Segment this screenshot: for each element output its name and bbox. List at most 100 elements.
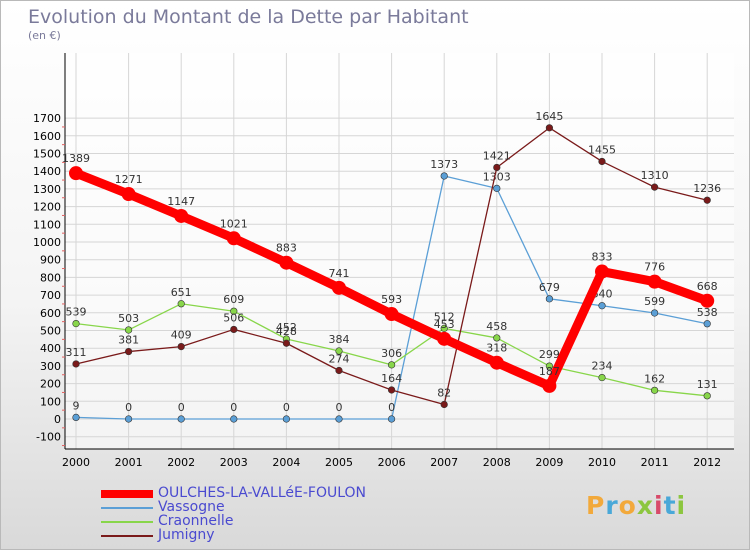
data-point bbox=[489, 355, 504, 370]
data-label: 0 bbox=[283, 401, 290, 414]
legend-label: Vassogne bbox=[158, 499, 225, 515]
data-label: 741 bbox=[329, 267, 350, 280]
data-label: 318 bbox=[486, 342, 507, 355]
data-label: 1455 bbox=[588, 143, 616, 156]
data-label: 187 bbox=[539, 365, 560, 378]
data-point bbox=[177, 343, 185, 351]
data-point bbox=[124, 347, 133, 356]
data-label: 0 bbox=[230, 401, 237, 414]
y-tick-label: 700 bbox=[40, 289, 61, 302]
x-tick-label: 2004 bbox=[272, 456, 300, 469]
data-point bbox=[69, 166, 83, 181]
data-label: 453 bbox=[434, 318, 455, 331]
data-point bbox=[598, 373, 606, 382]
data-point bbox=[72, 413, 80, 422]
data-point bbox=[650, 183, 659, 191]
y-tick-label: 1000 bbox=[33, 236, 61, 249]
data-point bbox=[440, 400, 448, 409]
data-point bbox=[72, 319, 80, 328]
data-label: 1271 bbox=[115, 173, 143, 186]
data-point bbox=[124, 326, 133, 334]
x-tick-label: 2010 bbox=[588, 456, 616, 469]
x-tick-label: 2007 bbox=[430, 456, 458, 469]
data-point bbox=[650, 309, 659, 317]
data-label: 668 bbox=[697, 280, 718, 293]
data-label: 1389 bbox=[62, 152, 90, 165]
data-point bbox=[388, 361, 396, 369]
y-tick-label: 1400 bbox=[33, 165, 61, 178]
data-point bbox=[177, 300, 185, 308]
data-point bbox=[703, 392, 711, 400]
data-point bbox=[440, 172, 448, 180]
data-point bbox=[703, 320, 711, 328]
x-tick-label: 2002 bbox=[167, 456, 195, 469]
data-point bbox=[230, 307, 238, 315]
data-point bbox=[335, 366, 343, 375]
data-label: 776 bbox=[644, 261, 665, 274]
data-point bbox=[226, 231, 241, 246]
legend-swatch bbox=[101, 535, 153, 537]
data-label: 234 bbox=[592, 360, 613, 373]
y-tick-label: 1700 bbox=[33, 112, 61, 125]
data-label: 539 bbox=[66, 306, 87, 319]
data-point bbox=[388, 386, 396, 394]
data-point bbox=[647, 274, 662, 289]
logo-letter: r bbox=[605, 491, 619, 520]
data-label: 311 bbox=[66, 346, 87, 359]
data-point bbox=[282, 339, 291, 347]
data-label: 679 bbox=[539, 281, 560, 294]
data-point bbox=[384, 307, 399, 322]
x-tick-label: 2006 bbox=[378, 456, 406, 469]
logo-letter: i bbox=[654, 491, 664, 520]
data-point bbox=[595, 264, 609, 279]
data-label: 1303 bbox=[483, 170, 511, 183]
x-tick-label: 2001 bbox=[115, 456, 143, 469]
data-label: 82 bbox=[437, 386, 451, 399]
x-tick-label: 2008 bbox=[483, 456, 511, 469]
data-label: 381 bbox=[118, 334, 139, 347]
data-label: 833 bbox=[592, 251, 613, 264]
y-tick-label: 100 bbox=[40, 395, 61, 408]
data-point bbox=[335, 415, 343, 423]
data-point bbox=[332, 280, 346, 295]
data-label: 1021 bbox=[220, 217, 248, 230]
y-tick-label: 600 bbox=[40, 307, 61, 320]
data-point bbox=[230, 325, 238, 334]
x-tick-label: 2011 bbox=[641, 456, 669, 469]
data-label: 512 bbox=[434, 310, 455, 323]
data-point bbox=[177, 415, 185, 423]
y-tick-label: 500 bbox=[40, 325, 61, 338]
y-tick-label: 0 bbox=[54, 413, 61, 426]
y-tick-label: 1200 bbox=[33, 201, 61, 214]
data-point bbox=[650, 386, 659, 394]
y-tick-label: 900 bbox=[40, 254, 61, 267]
data-label: 1373 bbox=[430, 158, 458, 171]
data-label: 306 bbox=[381, 347, 402, 360]
data-label: 599 bbox=[644, 295, 665, 308]
x-tick-label: 2003 bbox=[220, 456, 248, 469]
y-tick-label: 200 bbox=[40, 378, 61, 391]
data-label: 651 bbox=[171, 286, 192, 299]
y-tick-label: 1300 bbox=[33, 183, 61, 196]
logo-letter: P bbox=[586, 491, 606, 520]
x-tick-label: 2009 bbox=[535, 456, 563, 469]
data-label: 131 bbox=[697, 378, 718, 391]
y-tick-label: 1500 bbox=[33, 148, 61, 161]
data-point bbox=[440, 324, 448, 332]
data-label: 274 bbox=[329, 353, 350, 366]
legend-label: Jumigny bbox=[158, 527, 215, 543]
data-label: 164 bbox=[381, 372, 402, 385]
data-point bbox=[174, 208, 189, 223]
data-label: 1310 bbox=[641, 169, 669, 182]
chart-unit: (en €) bbox=[28, 29, 61, 42]
logo-letter: t bbox=[663, 491, 677, 520]
y-tick-label: 800 bbox=[40, 271, 61, 284]
data-point bbox=[493, 184, 501, 192]
data-point bbox=[545, 124, 554, 132]
data-label: 593 bbox=[381, 293, 402, 306]
data-label: 1236 bbox=[693, 182, 721, 195]
data-label: 0 bbox=[336, 401, 343, 414]
data-point bbox=[121, 187, 136, 202]
data-point bbox=[493, 334, 501, 342]
data-point bbox=[493, 163, 501, 172]
